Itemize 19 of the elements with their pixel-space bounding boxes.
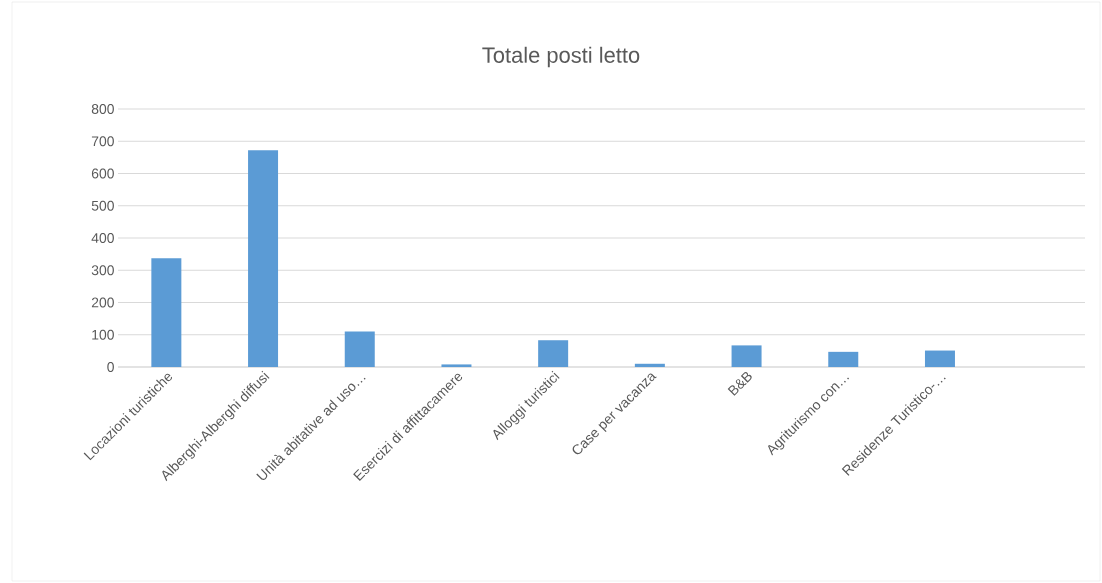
- bar: [828, 351, 859, 367]
- bar: [538, 340, 569, 367]
- y-tick-label: 200: [91, 297, 114, 308]
- y-tick-label: 300: [91, 265, 114, 276]
- bar: [731, 345, 762, 367]
- y-tick-label: 700: [91, 136, 114, 147]
- bar: [441, 364, 472, 367]
- bar: [151, 258, 182, 367]
- y-tick-label: 600: [91, 168, 114, 179]
- bar: [248, 150, 279, 367]
- y-tick-label: 500: [91, 200, 114, 211]
- y-tick-label: 0: [107, 362, 114, 372]
- bar: [634, 363, 665, 367]
- y-tick-label: 100: [92, 329, 114, 340]
- chart-title: Totale posti letto: [482, 46, 640, 68]
- y-tick-label: 800: [91, 104, 114, 114]
- bar: [924, 350, 955, 367]
- bar: [344, 331, 375, 367]
- y-tick-label: 400: [91, 233, 114, 243]
